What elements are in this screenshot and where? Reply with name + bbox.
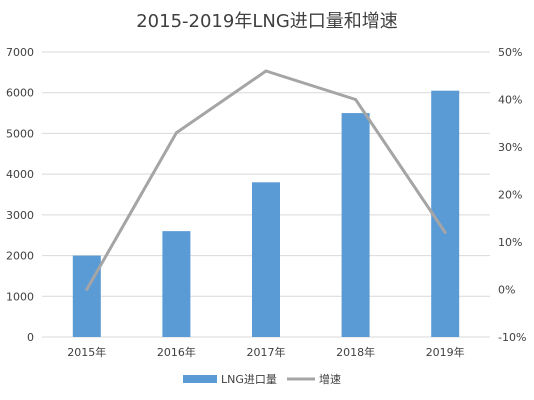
bar	[252, 182, 280, 337]
legend: LNG进口量 增速	[183, 372, 341, 386]
bar-series	[72, 90, 460, 337]
right-axis-tick-label: 50%	[498, 46, 522, 59]
bar	[72, 255, 101, 337]
legend-line-label: 增速	[319, 372, 341, 386]
right-axis-tick-label: 20%	[498, 189, 522, 202]
left-axis-tick-label: 6000	[6, 87, 34, 100]
left-axis-tick-label: 7000	[6, 46, 34, 59]
left-axis-tick-label: 1000	[6, 290, 34, 303]
legend-bar-label: LNG进口量	[221, 373, 277, 386]
x-axis-tick-label: 2019年	[426, 345, 465, 359]
bar	[162, 231, 191, 337]
left-axis-ticks: 0 1000 2000 3000 4000 5000 6000 7000	[6, 46, 34, 344]
right-axis-tick-label: 30%	[498, 141, 522, 154]
bar	[431, 90, 460, 337]
left-axis-tick-label: 3000	[6, 209, 34, 222]
x-axis-tick-label: 2017年	[247, 345, 286, 359]
left-axis-tick-label: 0	[27, 331, 34, 344]
x-axis-tick-label: 2015年	[67, 345, 106, 359]
right-axis-tick-label: 0%	[498, 284, 515, 297]
growth-point	[174, 131, 178, 135]
left-axis-tick-label: 2000	[6, 250, 34, 263]
line-series	[85, 69, 447, 291]
bar	[341, 113, 370, 337]
right-axis-tick-label: 10%	[498, 236, 522, 249]
chart-title: 2015-2019年LNG进口量和增速	[136, 11, 398, 32]
x-axis-tick-label: 2018年	[336, 345, 375, 359]
growth-point	[354, 98, 358, 101]
right-axis-tick-label: 40%	[498, 94, 522, 107]
legend-bar-swatch	[183, 375, 217, 383]
growth-point	[85, 288, 89, 291]
growth-point	[264, 69, 268, 73]
x-axis-tick-label: 2016年	[157, 345, 196, 359]
growth-point	[443, 231, 447, 234]
left-axis-tick-label: 4000	[6, 168, 34, 181]
right-axis-tick-label: -10%	[498, 331, 526, 344]
x-axis-ticks: 2015年 2016年 2017年 2018年 2019年	[67, 345, 464, 359]
right-axis-ticks: -10% 0% 10% 20% 30% 40% 50%	[498, 46, 526, 344]
left-axis-tick-label: 5000	[6, 127, 34, 140]
